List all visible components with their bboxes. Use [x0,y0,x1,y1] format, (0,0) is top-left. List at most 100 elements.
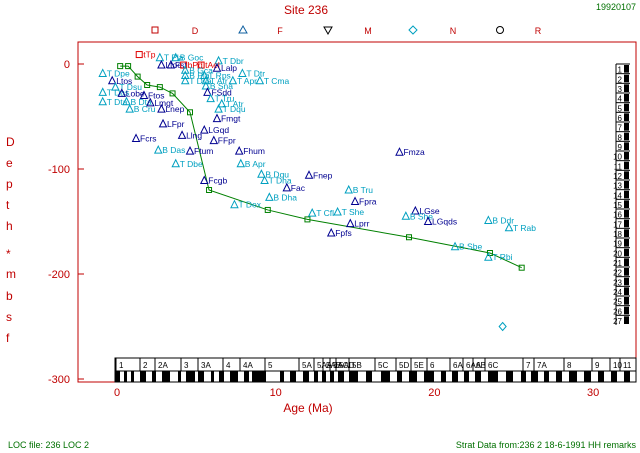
datum-label: T Cma [264,76,290,86]
datum-triangle [157,104,166,113]
datum-triangle [255,75,265,85]
core-number: 6 [618,114,623,123]
polarity-stripe [219,371,224,382]
datum-triangle [450,241,460,251]
datum-triangle [146,97,155,107]
datum-triangle [236,158,246,168]
y-label-d: D [6,135,15,149]
loc-tie-point [304,216,311,223]
core-column: 1234567891011121314151617181920212223242… [613,63,630,326]
core-number: 12 [613,172,622,181]
datum-triangle [217,98,227,108]
plot-date: 19920107 [596,2,636,12]
legend-triangle-down-symbol [323,26,333,36]
chron-label: 11 [623,361,632,370]
y-label-m: m [6,267,16,281]
datum-triangle [214,104,223,113]
datum-label: Ltoc [165,60,182,70]
core-interval [624,152,629,160]
datum-label: Fcgb [208,176,227,186]
polarity-stripe [349,371,358,382]
loc-tie-point [169,90,176,97]
chron-label: 2A [158,361,168,370]
core-number: 5 [618,104,623,113]
loc-tie-point [406,234,413,241]
core-number: 2 [618,75,623,84]
core-number: 22 [613,269,622,278]
polarity-stripe [162,371,170,382]
polarity-stripe [131,371,134,382]
datum-triangle [423,216,433,225]
loc-file-label: LOC file: 236 LOC 2 [8,440,89,450]
chron-label: 6B [476,361,486,370]
chron-label: 4 [226,361,231,370]
datum-label: T Dbe [180,159,203,169]
core-interval [624,219,629,228]
y-tick-label: 0 [64,59,70,71]
core-number: 13 [613,182,622,191]
core-interval [624,258,629,266]
core-interval [624,200,629,208]
chron-label: 5AC [333,361,349,370]
core-number: 1 [618,66,623,75]
datum-triangle [199,175,209,185]
datum-label: FSdd [211,87,232,97]
core-number: 17 [613,220,622,229]
core-interval [624,74,629,83]
datum-triangle [257,169,266,178]
y-label-p: p [6,177,13,191]
chron-label: 5C [378,361,388,370]
datum-label: B Sbe [459,242,482,252]
y-label-h: h [6,219,13,233]
datum-triangle [350,196,360,206]
polarity-stripe [186,371,195,382]
datum-triangle [395,147,404,156]
chron-label: 5E [414,361,424,370]
datum-triangle [107,75,117,85]
datum-label: T Rps [208,71,231,81]
core-number: 18 [613,230,622,239]
chron-label: 3A [201,361,211,370]
datum-label: B Tru [353,185,374,195]
loc-tie-point [156,84,163,91]
loc-tie-point [518,264,525,271]
core-interval [624,306,629,315]
datum-triangle [153,144,163,154]
datum-triangle [333,206,342,216]
datum-triangle [111,81,120,91]
chron-label: 5AA [317,361,333,370]
loc-polyline [120,65,522,269]
datum-triangle [260,175,269,185]
polarity-stripe [544,371,549,382]
datum-label: T Atr [210,76,228,86]
datum-triangle [180,65,190,74]
core-number: 24 [613,288,622,297]
datum-label: T Dbr [223,56,244,66]
polarity-stripe [290,371,296,382]
core-interval [624,181,629,189]
core-number: 25 [613,298,622,307]
y-axis-ticks: 0 -100 -200 -300 [48,59,84,386]
datum-square [135,51,143,59]
datum-label: Lnep [165,104,184,114]
y-label-star: * [6,247,11,261]
polarity-stripe [366,371,372,382]
datum-square [180,61,188,69]
datum-triangle [214,55,223,65]
legend-letter: R [535,26,542,36]
datum-label: T Rbi [492,252,512,262]
chron-label: 6C [488,361,498,370]
core-number: 4 [618,95,623,104]
core-interval [624,316,629,324]
datum-label: T Dtr [246,68,265,78]
core-number: 8 [618,133,623,142]
core-interval [624,248,629,257]
chron-label: 6A [453,361,463,370]
datum-triangle [228,75,238,85]
legend-triangle-up-symbol [238,24,248,34]
polarity-stripe [488,371,498,382]
datum-triangle [117,88,127,97]
chron-label: 5 [268,361,273,370]
